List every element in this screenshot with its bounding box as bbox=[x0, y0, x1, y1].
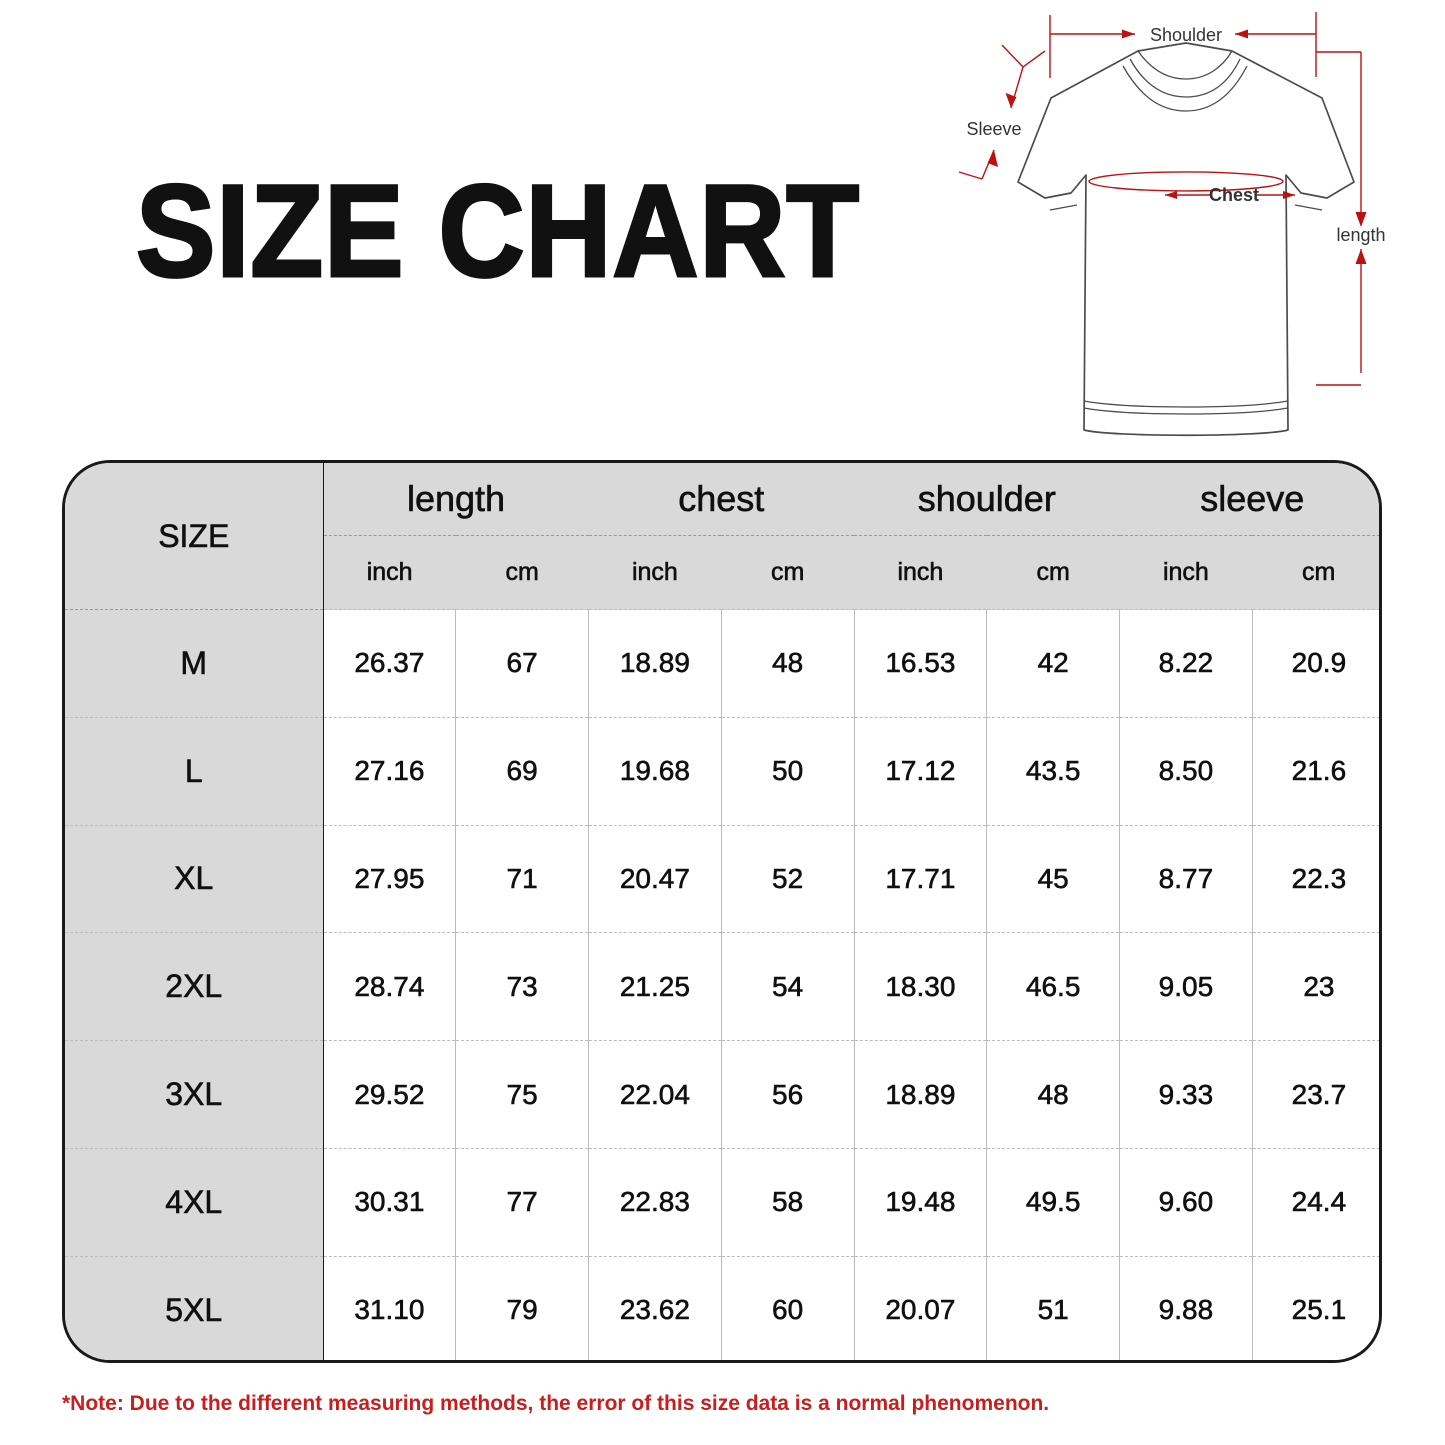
svg-text:Chest: Chest bbox=[1209, 185, 1259, 205]
svg-text:Sleeve: Sleeve bbox=[966, 119, 1021, 139]
svg-text:length: length bbox=[1336, 225, 1385, 245]
svg-text:Shoulder: Shoulder bbox=[1150, 25, 1222, 45]
